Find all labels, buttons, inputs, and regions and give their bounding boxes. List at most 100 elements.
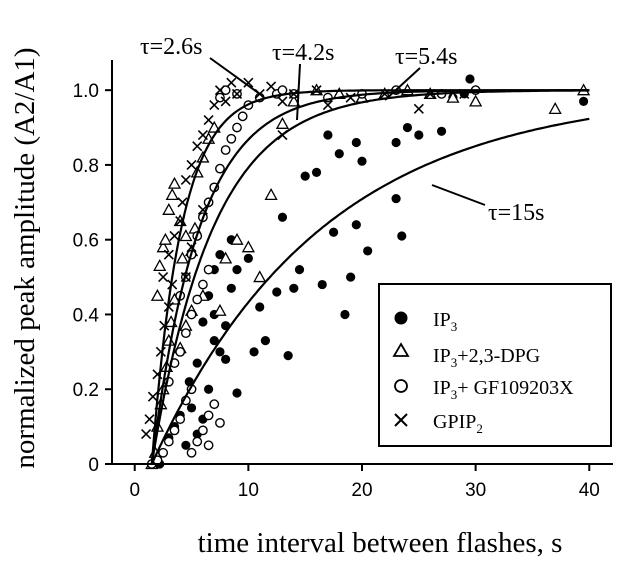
data-point bbox=[186, 159, 197, 171]
fit-curves bbox=[150, 89, 590, 465]
data-point bbox=[397, 231, 407, 241]
annotation-pointer bbox=[209, 57, 265, 98]
data-point bbox=[192, 294, 203, 305]
data-point bbox=[391, 137, 401, 148]
data-point bbox=[215, 92, 225, 103]
data-point bbox=[340, 309, 350, 320]
data-point bbox=[232, 388, 242, 398]
data-point bbox=[446, 90, 460, 103]
data-point bbox=[328, 227, 339, 237]
data-point bbox=[156, 240, 170, 253]
data-point bbox=[232, 122, 242, 133]
data-point bbox=[346, 272, 356, 282]
data-point bbox=[226, 77, 237, 88]
annotation-label: τ=15s bbox=[488, 200, 545, 226]
data-point bbox=[141, 429, 152, 440]
data-point bbox=[175, 251, 190, 264]
fit-curve-3 bbox=[150, 117, 590, 465]
data-point bbox=[231, 88, 243, 99]
y-ticks: 0 0.2 0.4 0.6 0.8 1.0 bbox=[73, 81, 112, 476]
data-point bbox=[317, 279, 327, 290]
annotation-tau-5-4: τ=5.4s bbox=[384, 44, 458, 101]
data-point bbox=[197, 129, 208, 141]
data-point bbox=[226, 283, 236, 293]
data-point bbox=[153, 259, 167, 272]
data-point bbox=[357, 156, 367, 166]
x-tick-label: 20 bbox=[351, 480, 372, 501]
x-axis-title: time interval between flashes, s bbox=[198, 527, 563, 559]
annotation-label: τ=4.2s bbox=[272, 40, 335, 66]
data-point bbox=[241, 240, 255, 253]
x-tick-label: 0 bbox=[129, 480, 140, 501]
legend-marker-cross bbox=[394, 413, 408, 427]
data-point bbox=[215, 347, 225, 357]
data-point bbox=[158, 232, 173, 245]
data-point bbox=[163, 249, 174, 260]
x-tick-label: 30 bbox=[465, 480, 486, 501]
annotation-tau-15: τ=15s bbox=[431, 184, 545, 226]
fit-curve-2 bbox=[150, 89, 590, 465]
data-point bbox=[413, 103, 424, 114]
legend-box bbox=[378, 283, 612, 447]
data-point bbox=[186, 309, 197, 320]
data-point bbox=[402, 122, 413, 133]
data-point bbox=[169, 230, 180, 242]
y-tick-label: 0.4 bbox=[73, 305, 100, 326]
data-point bbox=[198, 317, 208, 327]
data-point bbox=[203, 440, 214, 451]
annotation-label: τ=5.4s bbox=[395, 44, 458, 70]
data-point bbox=[209, 399, 220, 410]
data-point bbox=[436, 126, 447, 136]
data-point bbox=[203, 384, 214, 394]
data-point bbox=[186, 403, 197, 413]
data-point bbox=[179, 229, 193, 242]
data-point bbox=[209, 336, 219, 346]
data-point bbox=[243, 253, 253, 263]
data-point bbox=[220, 145, 231, 155]
data-point bbox=[215, 417, 225, 428]
legend-label: IP3+2,3-DPG bbox=[433, 345, 540, 370]
data-point bbox=[203, 115, 214, 126]
annotation-tau-2-6: τ=2.6s bbox=[140, 34, 265, 98]
data-point bbox=[181, 440, 191, 450]
legend-label: IP3 bbox=[433, 309, 457, 334]
data-point bbox=[266, 81, 277, 92]
data-point bbox=[214, 85, 226, 96]
data-point bbox=[215, 250, 225, 260]
data-point bbox=[469, 94, 483, 107]
legend-label: IP3+ GF109203X bbox=[433, 377, 574, 402]
y-axis-title: normalized peak amplitude (A2/A1) bbox=[9, 47, 41, 468]
annotation-tau-4-2: τ=4.2s bbox=[272, 40, 335, 121]
data-point bbox=[287, 94, 301, 107]
data-point bbox=[311, 167, 322, 178]
data-point bbox=[414, 130, 424, 140]
data-point bbox=[322, 100, 333, 111]
y-tick-label: 0.6 bbox=[73, 231, 99, 252]
data-point bbox=[311, 85, 322, 96]
data-point bbox=[167, 279, 178, 290]
data-point bbox=[272, 287, 282, 297]
data-point bbox=[237, 111, 248, 122]
data-point bbox=[186, 447, 197, 458]
annotation-pointer bbox=[384, 67, 421, 101]
data-point bbox=[175, 414, 186, 425]
data-point bbox=[158, 272, 169, 283]
data-point bbox=[158, 447, 169, 458]
data-point bbox=[351, 220, 361, 230]
data-point bbox=[260, 336, 271, 346]
data-point bbox=[232, 265, 242, 275]
data-point bbox=[249, 347, 259, 357]
data-point bbox=[363, 246, 373, 256]
data-point bbox=[277, 212, 288, 222]
data-point bbox=[192, 358, 202, 368]
data-point bbox=[175, 346, 186, 357]
data-point bbox=[155, 346, 166, 357]
annotation-pointer bbox=[296, 63, 301, 121]
data-point bbox=[277, 85, 288, 96]
data-point bbox=[215, 163, 225, 174]
data-point bbox=[213, 303, 227, 316]
data-point bbox=[294, 265, 305, 275]
data-point bbox=[548, 102, 562, 115]
data-point bbox=[198, 425, 208, 436]
data-point bbox=[180, 328, 191, 339]
